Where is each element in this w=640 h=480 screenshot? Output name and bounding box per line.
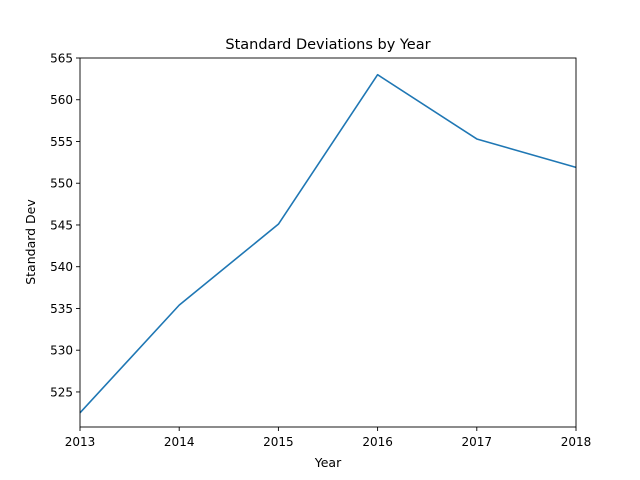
y-axis-label: Standard Dev (23, 199, 38, 285)
y-tick-label: 560 (50, 93, 73, 107)
x-tick-label: 2018 (561, 435, 592, 449)
y-tick-label: 525 (50, 385, 73, 399)
y-tick-label: 530 (50, 344, 73, 358)
series-line-0 (79, 73, 577, 414)
y-tick-label: 565 (50, 52, 73, 66)
plot-frame (79, 57, 577, 428)
x-axis: 2013 2014 2015 2016 2017 2018 (65, 427, 592, 449)
chart-title: Standard Deviations by Year (225, 37, 430, 53)
x-tick-label: 2016 (362, 435, 393, 449)
x-axis-label: Year (314, 455, 342, 470)
y-tick-label: 555 (50, 135, 73, 149)
plot-area (79, 57, 577, 428)
y-tick-label: 540 (50, 260, 73, 274)
x-tick-label: 2013 (65, 435, 96, 449)
x-tick-label: 2017 (462, 435, 493, 449)
y-tick-label: 550 (50, 177, 73, 191)
y-tick-label: 545 (50, 218, 73, 232)
x-tick-label: 2014 (164, 435, 195, 449)
y-tick-label: 535 (50, 302, 73, 316)
y-axis: 525 530 535 540 545 550 555 560 565 (50, 52, 80, 399)
x-tick-label: 2015 (263, 435, 294, 449)
